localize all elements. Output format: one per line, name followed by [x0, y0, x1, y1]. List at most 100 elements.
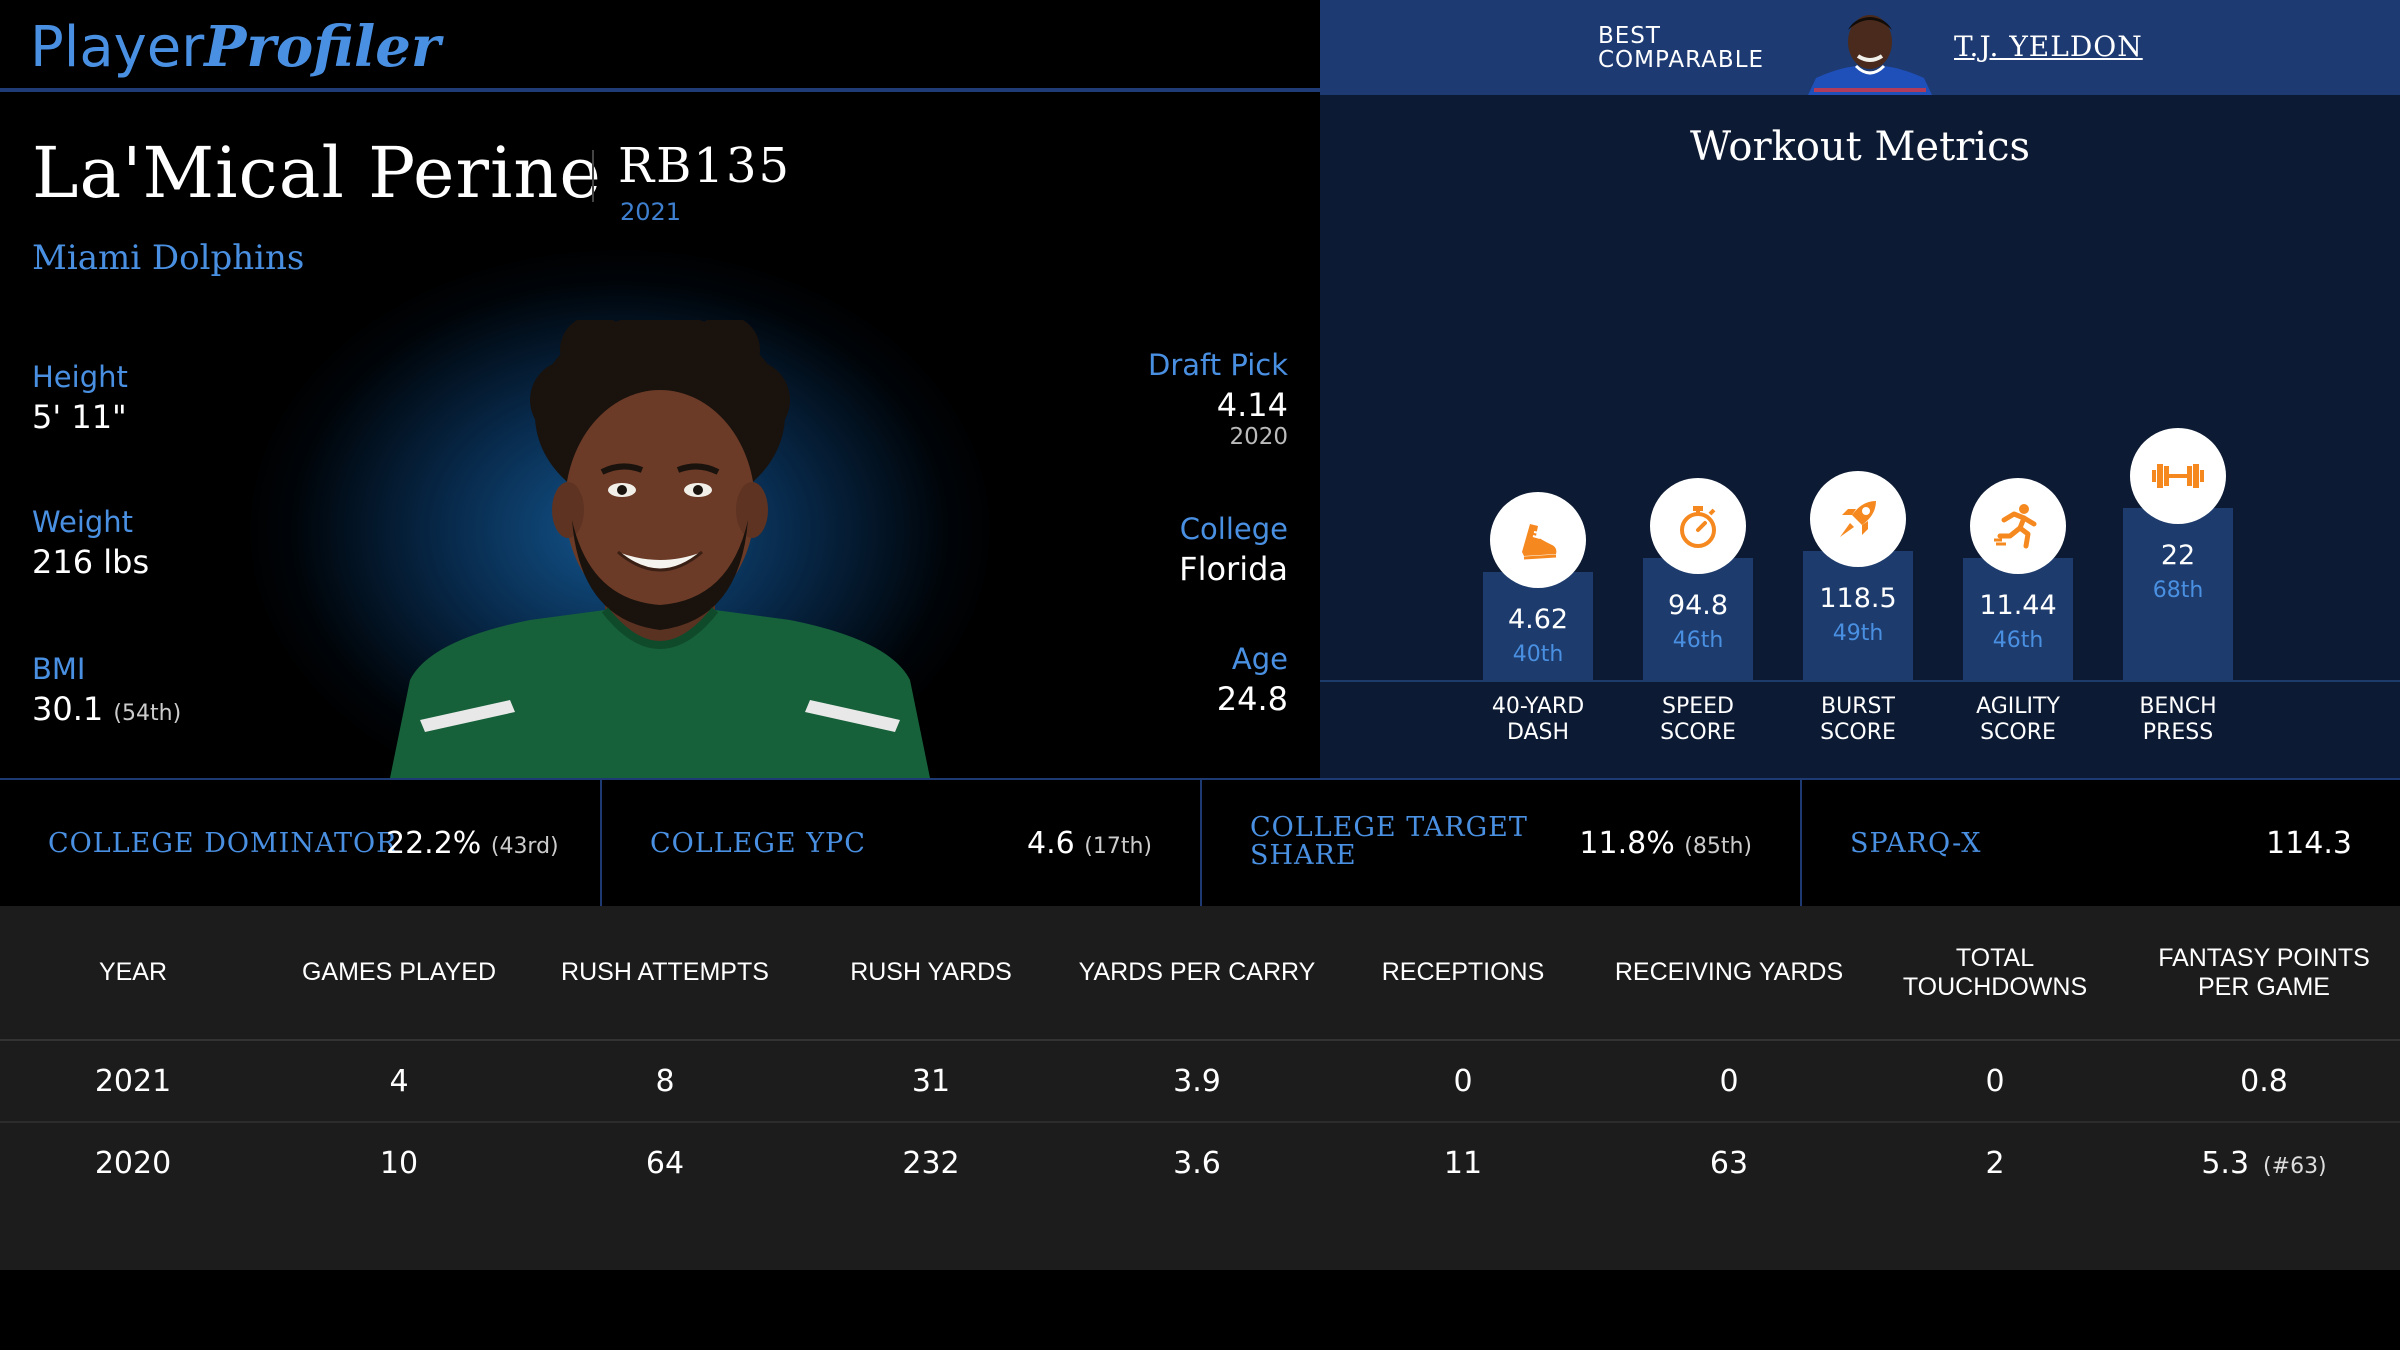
bmi-value-group: 30.1 (54th) [32, 690, 181, 728]
cell-value: 4 [389, 1063, 409, 1099]
workout-metrics-title: Workout Metrics [1689, 124, 2031, 170]
table-cell: 3.6 [1064, 1122, 1330, 1204]
column-header[interactable]: TOTAL TOUCHDOWNS [1862, 906, 2128, 1041]
weight-label: Weight [32, 505, 134, 539]
column-header[interactable]: YEAR [0, 906, 266, 1041]
workout-label-line1: 40-YARD [1491, 694, 1585, 719]
cell-value: 232 [902, 1146, 960, 1181]
agility-runner-icon [1970, 478, 2066, 575]
metric-value-group: 4.6 (17th) [1027, 826, 1152, 861]
table-cell: 2020 [0, 1122, 266, 1204]
column-header[interactable]: RECEPTIONS [1330, 906, 1596, 1041]
cell-value: 3.9 [1173, 1063, 1221, 1099]
metric-college-dominator: COLLEGE DOMINATOR 22.2% (43rd) [0, 780, 600, 906]
column-header[interactable]: FANTASY POINTS PER GAME [2128, 906, 2400, 1041]
college-metrics-strip: COLLEGE DOMINATOR 22.2% (43rd) COLLEGE Y… [0, 778, 2400, 906]
metric-value: 4.6 [1027, 826, 1075, 861]
workout-label-line2: SCORE [1820, 720, 1896, 745]
metric-rank: (43rd) [490, 834, 559, 859]
table-cell: 64 [532, 1122, 798, 1204]
player-photo [390, 320, 930, 778]
table-cell: 2021 [0, 1040, 266, 1123]
workout-label: 40-YARD DASH [1468, 694, 1608, 746]
workout-label-line2: PRESS [2142, 720, 2214, 745]
column-header[interactable]: YARDS PER CARRY [1064, 906, 1330, 1041]
table-header-row: YEAR GAMES PLAYED RUSH ATTEMPTS RUSH YARDS Y… [0, 906, 2400, 1041]
cell-value: 0 [1719, 1063, 1739, 1099]
workout-chart-baseline [1320, 680, 2400, 682]
height-value: 5' 11" [32, 398, 127, 436]
metric-label: COLLEGE DOMINATOR [48, 828, 398, 859]
cell-value: 8 [655, 1063, 675, 1099]
cell-value: 64 [645, 1146, 685, 1181]
table-cell: 10 [266, 1122, 532, 1204]
metric-label: COLLEGE YPC [650, 828, 866, 859]
fantasy-rank: (#63) [2249, 1154, 2327, 1179]
workout-label-line2: DASH [1506, 720, 1570, 745]
workout-value: 4.62 [1507, 604, 1569, 635]
metric-rank: (85th) [1684, 834, 1752, 859]
player-card: PlayerProfiler La'Mical Perine RB135 202… [0, 0, 1320, 778]
table-cell: 0 [1596, 1040, 1862, 1123]
running-shoe-icon [1490, 492, 1586, 588]
table-cell: 63 [1596, 1122, 1862, 1204]
table-cell: 2 [1862, 1122, 2128, 1204]
bmi-rank: (54th) [113, 701, 182, 726]
cell-value: 2020 [94, 1146, 172, 1181]
position-rank: RB135 [618, 138, 792, 194]
workout-bar [1803, 551, 1913, 680]
brand-logo-part1: Player [30, 15, 205, 80]
header-bar: PlayerProfiler [0, 0, 1320, 92]
brand-logo[interactable]: PlayerProfiler [30, 14, 440, 80]
table-cell: 4 [266, 1040, 532, 1123]
comparable-player-link[interactable]: T.J. YELDON [1954, 30, 2143, 63]
metric-label-line1: COLLEGE TARGET [1250, 812, 1528, 843]
best-comparable-label-line1: BEST [1598, 23, 1661, 49]
column-header[interactable]: RUSH YARDS [798, 906, 1064, 1041]
team-name[interactable]: Miami Dolphins [32, 238, 305, 278]
metric-label-line2: SHARE [1250, 840, 1357, 871]
column-header[interactable]: RECEIVING YARDS [1596, 906, 1862, 1041]
cell-value: 3.6 [1173, 1146, 1221, 1181]
workout-panel: BEST COMPARABLE T.J. YELDON Workout Metr… [1320, 0, 2400, 778]
cell-value: 2021 [94, 1063, 172, 1099]
player-name: La'Mical Perine [32, 132, 602, 214]
page-footer-space [0, 1270, 2400, 1350]
workout-value: 11.44 [1979, 590, 2057, 622]
metric-label: SPARQ-X [1850, 828, 1982, 859]
table-cell: 0 [1862, 1040, 2128, 1123]
dumbbell-icon [2130, 427, 2226, 524]
workout-label: BURST SCORE [1788, 694, 1928, 746]
column-header[interactable]: RUSH ATTEMPTS [532, 906, 798, 1041]
cell-value: 11 [1443, 1146, 1483, 1181]
metric-college-ypc: COLLEGE YPC 4.6 (17th) [600, 780, 1200, 906]
workout-label-line2: SCORE [1980, 720, 2056, 745]
bmi-label: BMI [32, 652, 86, 686]
college-value[interactable]: Florida [1179, 550, 1288, 588]
workout-label-line1: SPEED [1662, 694, 1734, 719]
table-cell: 3.9 [1064, 1040, 1330, 1123]
workout-percentile: 68th [2152, 577, 2204, 603]
table-cell: 8 [532, 1040, 798, 1123]
table-cell: 0 [1330, 1040, 1596, 1123]
cell-value: 10 [379, 1146, 419, 1181]
name-divider [592, 150, 594, 202]
best-comparable-label-line2: COMPARABLE [1598, 47, 1765, 73]
college-label: College [1179, 512, 1288, 546]
workout-value: 118.5 [1819, 583, 1897, 615]
bmi-value: 30.1 [32, 690, 104, 728]
metric-rank: (17th) [1084, 834, 1152, 859]
cell-value: 63 [1709, 1146, 1749, 1181]
metric-sparq-x: SPARQ-X 114.3 [1800, 780, 2400, 906]
table-row: 2020 10 64 232 3.6 11 63 2 5.3 (#63) [0, 1122, 2400, 1204]
draft-pick-label: Draft Pick [1148, 348, 1288, 382]
brand-logo-part2: Profiler [204, 14, 441, 80]
workout-bar [2123, 507, 2233, 680]
cell-value: 5.3 [2201, 1146, 2250, 1181]
weight-value: 216 lbs [32, 543, 150, 581]
draft-pick-value: 4.14 [1216, 386, 1288, 424]
workout-bar [1483, 572, 1593, 680]
column-header[interactable]: GAMES PLAYED [266, 906, 532, 1041]
best-comparable-label: BEST COMPARABLE [1598, 24, 1764, 72]
metric-value-group: 11.8% (85th) [1579, 826, 1752, 861]
